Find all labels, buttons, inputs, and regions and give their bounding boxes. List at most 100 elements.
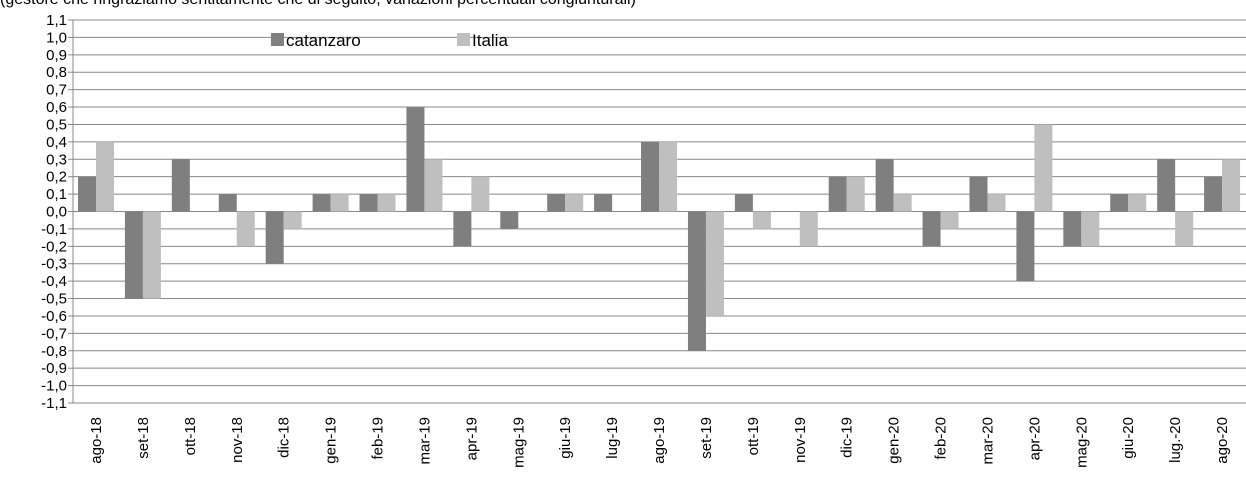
y-tick-label: 0,6	[46, 99, 67, 116]
y-tick-label: 0,5	[46, 116, 67, 133]
bar-italia-ott-19	[752, 211, 771, 229]
x-tick-label: gen-20	[886, 417, 903, 464]
bar-italia-gen-20	[893, 194, 912, 212]
x-tick-label: dic-18	[276, 417, 293, 458]
bar-italia-mar-20	[987, 194, 1006, 212]
y-tick-label: -0,7	[41, 325, 67, 342]
legend-label-catanzaro: catanzaro	[286, 31, 361, 50]
y-tick-label: -0,2	[41, 238, 67, 255]
x-tick-label: apr-19	[463, 417, 480, 460]
bar-catanzaro-feb-20	[922, 211, 941, 247]
bar-catanzaro-ago-20	[1204, 176, 1223, 212]
bar-italia-apr-19	[471, 176, 490, 212]
legend-swatch-italia	[457, 33, 470, 46]
x-tick-label: nov-19	[792, 417, 809, 463]
bar-italia-set-19	[705, 211, 724, 316]
legend: catanzaro Italia	[271, 31, 508, 50]
legend-label-italia: Italia	[472, 31, 508, 50]
bar-catanzaro-lug-19	[594, 194, 613, 212]
y-tick-label: 0,4	[46, 134, 67, 151]
bar-italia-mag-20	[1081, 211, 1100, 247]
x-axis-tick-labels: ago-18 set-18 ott-18 nov-18 dic-18 gen-19 feb-…	[88, 417, 1231, 468]
bar-italia-nov-18	[236, 211, 255, 247]
x-tick-label: ott-19	[745, 417, 762, 455]
bar-italia-ago-18	[96, 141, 114, 212]
chart-title: (gestore che ringraziamo sentitamente ch…	[0, 0, 636, 8]
bar-catanzaro-giu-19	[547, 194, 566, 212]
x-tick-label: lug.-20	[1167, 417, 1184, 463]
bar-catanzaro-set-18	[124, 211, 143, 299]
x-tick-label: apr-20	[1026, 417, 1043, 460]
bar-catanzaro-mag-19	[500, 211, 519, 229]
x-tick-label: giu-20	[1120, 417, 1137, 459]
x-tick-label: mar-20	[979, 417, 996, 465]
y-tick-label: -0,6	[41, 308, 67, 325]
bar-catanzaro-apr-20	[1016, 211, 1035, 282]
x-tick-label: mar-19	[416, 417, 433, 465]
bar-italia-dic-18	[283, 211, 302, 229]
y-tick-label: 1,1	[46, 12, 67, 29]
bar-catanzaro-ago-18	[78, 176, 96, 212]
x-tick-label: mag-19	[510, 417, 527, 468]
bar-catanzaro-nov-18	[218, 194, 237, 212]
y-tick-label: 0,7	[46, 82, 67, 99]
x-tick-label: ott-18	[182, 417, 199, 455]
x-tick-label: gen-19	[323, 417, 340, 464]
bar-italia-apr-20	[1034, 124, 1053, 212]
y-tick-label: -0,9	[41, 360, 67, 377]
x-tick-label: feb-19	[370, 417, 387, 460]
x-tick-label: dic-19	[839, 417, 856, 458]
bar-italia-set-18	[142, 211, 161, 299]
y-tick-label: -1,1	[41, 395, 67, 412]
bar-italia-nov-19	[799, 211, 818, 247]
y-tick-label: -0,1	[41, 221, 67, 238]
x-tick-label: set-18	[135, 417, 152, 459]
y-tick-label: -0,3	[41, 256, 67, 273]
bar-catanzaro-ago-19	[641, 141, 660, 212]
bar-italia-mar-19	[424, 159, 443, 212]
bar-catanzaro-apr-19	[453, 211, 472, 247]
bar-italia-gen-19	[330, 194, 349, 212]
x-tick-label: giu-19	[557, 417, 574, 459]
bar-italia-ago-19	[659, 141, 678, 212]
bar-catanzaro-mar-19	[406, 107, 425, 212]
x-tick-label: ago-19	[651, 417, 668, 464]
x-tick-label: set-19	[698, 417, 715, 459]
x-tick-label: lug-19	[604, 417, 621, 459]
bar-catanzaro-mar-20	[969, 176, 988, 212]
bar-italia-feb-20	[940, 211, 959, 229]
x-tick-label: feb-20	[933, 417, 950, 460]
y-tick-label: 0,3	[46, 151, 67, 168]
y-tick-label: -1,0	[41, 378, 67, 395]
legend-swatch-catanzaro	[271, 33, 284, 46]
x-tick-label: nov-18	[229, 417, 246, 463]
bar-italia-dic-19	[846, 176, 865, 212]
y-tick-label: -0,5	[41, 291, 67, 308]
bar-italia-giu-19	[565, 194, 584, 212]
x-tick-label: ago-20	[1214, 417, 1231, 464]
y-tick-label: 1,0	[46, 29, 67, 46]
bar-catanzaro-ott-19	[734, 194, 753, 212]
bar-catanzaro-ott-18	[171, 159, 190, 212]
y-tick-label: -0,8	[41, 343, 67, 360]
bar-catanzaro-feb-19	[359, 194, 378, 212]
y-axis-tick-labels: 1,11,00,90,80,70,60,50,40,30,20,10,0-0,1…	[41, 12, 67, 412]
x-tick-label: ago-18	[88, 417, 105, 464]
bar-italia-ago-20	[1222, 159, 1241, 212]
bar-catanzaro-dic-19	[828, 176, 847, 212]
bars	[78, 107, 1241, 351]
bar-catanzaro-gen-20	[875, 159, 894, 212]
bar-catanzaro-giu-20	[1110, 194, 1129, 212]
y-tick-label: -0,4	[41, 273, 67, 290]
y-tick-label: 0,1	[46, 186, 67, 203]
x-tick-label: mag-20	[1073, 417, 1090, 468]
y-tick-label: 0,0	[46, 204, 67, 221]
bar-italia-lug.-20	[1175, 211, 1194, 247]
bar-catanzaro-mag-20	[1063, 211, 1082, 247]
bar-catanzaro-lug.-20	[1157, 159, 1176, 212]
bar-catanzaro-set-19	[687, 211, 706, 351]
y-tick-label: 0,8	[46, 64, 67, 81]
bar-italia-giu-20	[1128, 194, 1147, 212]
bar-italia-feb-19	[377, 194, 396, 212]
